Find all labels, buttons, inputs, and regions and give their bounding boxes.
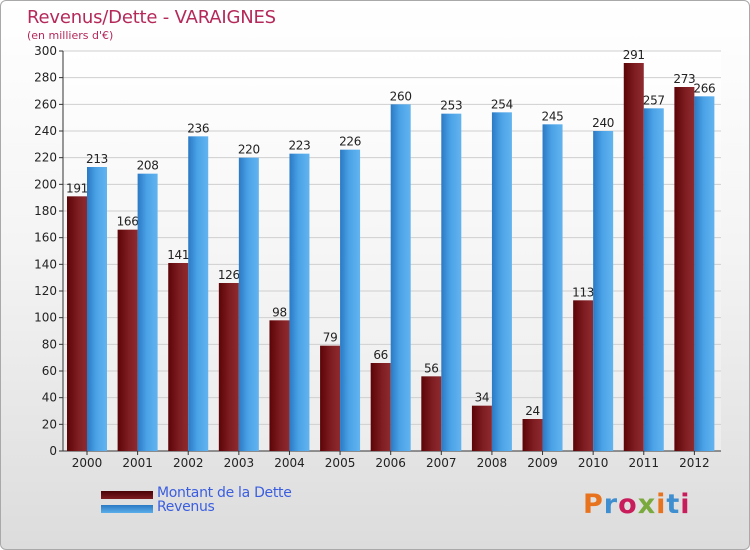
- bar-revenus: [238, 157, 259, 451]
- data-label-revenus: 260: [390, 89, 412, 103]
- y-tick-label: 180: [34, 204, 57, 218]
- data-label-revenus: 236: [187, 121, 209, 135]
- bar-revenus: [137, 173, 158, 451]
- legend-swatch-debt: [101, 491, 153, 499]
- y-tick-label: 140: [34, 257, 57, 271]
- bar-debt: [168, 263, 189, 451]
- data-label-revenus: 254: [491, 97, 513, 111]
- data-label-debt: 56: [424, 361, 439, 375]
- logo-letter: x: [637, 489, 657, 520]
- data-label-debt: 98: [272, 305, 287, 319]
- y-tick-label: 60: [42, 364, 57, 378]
- bar-revenus: [390, 104, 411, 451]
- x-tick-label: 2009: [527, 456, 558, 470]
- bar-revenus: [593, 131, 614, 451]
- bar-revenus: [491, 112, 512, 451]
- bar-debt: [471, 405, 492, 451]
- chart-subtitle: (en milliers d'€): [27, 29, 114, 42]
- logo-letter: t: [666, 489, 681, 520]
- legend-swatch-revenus: [101, 505, 153, 513]
- bar-debt: [573, 300, 594, 451]
- x-tick-label: 2007: [426, 456, 457, 470]
- x-tick-label: 2008: [477, 456, 508, 470]
- bar-debt: [623, 63, 644, 451]
- bar-debt: [370, 363, 391, 451]
- x-tick-label: 2012: [679, 456, 710, 470]
- y-tick-label: 300: [34, 44, 57, 58]
- bar-debt: [117, 229, 138, 451]
- data-label-revenus: 213: [86, 152, 108, 166]
- data-label-revenus: 266: [693, 81, 715, 95]
- bar-debt: [421, 376, 442, 451]
- y-tick-label: 20: [42, 417, 57, 431]
- data-label-debt: 66: [373, 348, 388, 362]
- logo-letter: i: [680, 489, 691, 520]
- logo-letter: r: [603, 489, 619, 520]
- chart-title: Revenus/Dette - VARAIGNES: [27, 7, 276, 28]
- x-tick-label: 2001: [122, 456, 153, 470]
- data-label-debt: 273: [673, 72, 695, 86]
- y-tick-label: 160: [34, 231, 57, 245]
- bar-revenus: [643, 108, 664, 451]
- bar-revenus: [188, 136, 209, 452]
- bar-revenus: [694, 96, 715, 451]
- y-tick-label: 280: [34, 71, 57, 85]
- y-tick-label: 240: [34, 124, 57, 138]
- legend-label-revenus: Revenus: [157, 499, 215, 515]
- bar-debt: [522, 419, 543, 451]
- data-label-revenus: 245: [542, 109, 564, 123]
- logo-letter: P: [583, 489, 604, 520]
- data-label-revenus: 223: [288, 139, 310, 153]
- data-label-revenus: 220: [238, 143, 260, 157]
- x-tick-label: 2000: [72, 456, 103, 470]
- bar-revenus: [441, 113, 462, 452]
- y-tick-label: 0: [49, 444, 57, 458]
- data-label-debt: 24: [525, 404, 540, 418]
- x-tick-label: 2010: [578, 456, 609, 470]
- proxiti-logo: Proxiti: [583, 489, 691, 520]
- data-label-debt: 191: [66, 181, 88, 195]
- bar-revenus: [289, 153, 310, 451]
- data-label-debt: 291: [623, 48, 645, 62]
- x-tick-label: 2003: [224, 456, 255, 470]
- x-tick-label: 2006: [375, 456, 406, 470]
- data-label-revenus: 226: [339, 135, 361, 149]
- bar-revenus: [87, 167, 107, 451]
- data-label-revenus: 253: [440, 99, 462, 113]
- bar-debt: [320, 345, 341, 451]
- data-label-debt: 126: [218, 268, 240, 282]
- data-label-debt: 166: [117, 215, 139, 229]
- y-tick-label: 120: [34, 284, 57, 298]
- bar-debt: [67, 196, 87, 451]
- x-tick-label: 2005: [325, 456, 356, 470]
- bar-revenus: [542, 124, 563, 451]
- bar-debt: [218, 283, 239, 451]
- y-tick-label: 40: [42, 391, 57, 405]
- x-tick-label: 2004: [274, 456, 305, 470]
- data-label-revenus: 208: [137, 159, 159, 173]
- x-tick-label: 2011: [628, 456, 659, 470]
- data-label-debt: 79: [323, 331, 338, 345]
- bar-debt: [269, 320, 290, 451]
- bar-revenus: [340, 149, 361, 451]
- data-label-debt: 141: [167, 248, 189, 262]
- legend-label-debt: Montant de la Dette: [157, 485, 292, 501]
- data-label-debt: 34: [475, 391, 490, 405]
- bar-debt: [674, 87, 695, 451]
- data-label-debt: 113: [572, 285, 594, 299]
- x-tick-label: 2002: [173, 456, 204, 470]
- data-label-revenus: 240: [592, 116, 614, 130]
- logo-letter: o: [618, 489, 638, 520]
- y-tick-label: 200: [34, 177, 57, 191]
- y-tick-label: 80: [42, 337, 57, 351]
- logo-letter: i: [656, 489, 667, 520]
- y-tick-label: 220: [34, 151, 57, 165]
- data-label-revenus: 257: [643, 93, 665, 107]
- y-tick-label: 100: [34, 311, 57, 325]
- y-tick-label: 260: [34, 97, 57, 111]
